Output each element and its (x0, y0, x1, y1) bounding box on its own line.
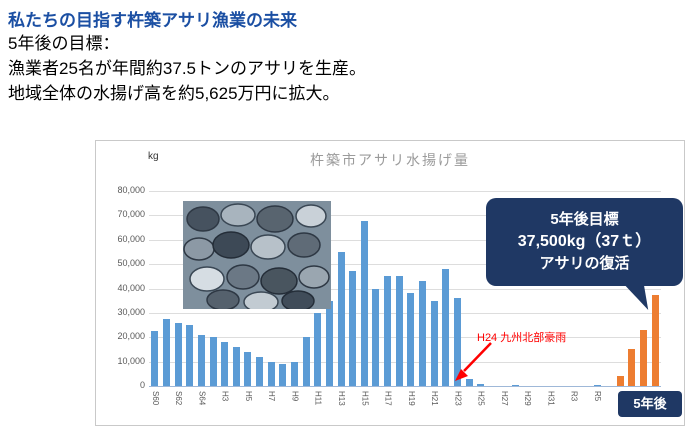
bar-actual (477, 384, 485, 386)
y-tick-label: 20,000 (117, 331, 145, 342)
gridline (149, 239, 661, 241)
bar-actual (372, 288, 380, 386)
x-tick-label: H25 (476, 391, 486, 406)
x-tick-label: H11 (313, 391, 323, 406)
y-tick-label: 10,000 (117, 355, 145, 366)
bar-actual (349, 271, 357, 386)
y-tick-label: 70,000 (117, 209, 145, 220)
bar-actual (430, 300, 438, 386)
bar-actual (593, 384, 601, 386)
y-axis-unit-label: kg (148, 151, 159, 162)
goal-line-3: 地域全体の水揚げ高を約5,625万円に拡大。 (8, 84, 340, 103)
x-tick-label: H7 (267, 391, 277, 402)
bar-actual (384, 276, 392, 386)
bar-actual (186, 325, 194, 386)
bar-actual (325, 300, 333, 386)
x-tick-label: H3 (220, 391, 230, 402)
bar-actual (174, 322, 182, 386)
bar-actual (360, 221, 368, 386)
bar-future-target (651, 294, 659, 386)
future-period-label: 5年後 (618, 391, 682, 417)
bar-future-target (628, 349, 636, 386)
bar-actual (418, 281, 426, 386)
gridline (149, 191, 661, 192)
x-tick-label: H13 (337, 391, 346, 406)
bar-actual (209, 337, 217, 386)
bar-actual (279, 364, 287, 386)
callout-line-1: 5年後目標 (550, 211, 619, 228)
gridline (149, 361, 661, 363)
x-tick-label: H31 (546, 391, 556, 406)
bar-actual (395, 276, 403, 386)
gridline (149, 215, 661, 217)
x-tick-label: H5 (243, 391, 253, 402)
bar-actual (162, 318, 170, 386)
x-tick-label: H21 (430, 391, 440, 406)
x-tick-label: H17 (383, 391, 393, 406)
y-tick-label: 80,000 (117, 185, 145, 195)
bar-actual (442, 269, 450, 386)
bar-actual (302, 337, 310, 386)
x-tick-label: S64 (197, 391, 207, 406)
y-tick-label: 30,000 (117, 306, 145, 317)
bar-actual (244, 351, 252, 386)
x-tick-label: H15 (360, 391, 370, 406)
clam-landings-chart: kg 杵築市アサリ水揚げ量 0 10,000 20,000 30,000 40,000 5… (95, 140, 685, 426)
x-tick-label: S60 (150, 391, 160, 406)
bar-actual (465, 378, 473, 386)
clam-photo (183, 201, 331, 313)
chart-title: 杵築市アサリ水揚げ量 (310, 152, 470, 168)
bar-actual (314, 312, 322, 386)
x-tick-label: H29 (523, 391, 533, 406)
x-tick-label: H23 (453, 391, 463, 406)
bar-future-target (640, 329, 648, 386)
y-tick-label: 60,000 (117, 233, 145, 244)
x-tick-label: H27 (499, 391, 509, 406)
bar-actual (197, 334, 205, 386)
gridline (149, 312, 661, 314)
bar-actual (512, 385, 520, 386)
callout-line-3: アサリの復活 (539, 255, 630, 272)
disaster-arrow-icon (455, 342, 492, 381)
bar-actual (256, 356, 264, 386)
x-tick-label: R5 (593, 391, 602, 402)
bar-actual (290, 361, 298, 386)
bar-actual (337, 251, 345, 386)
x-tick-label: H19 (406, 391, 416, 406)
bar-future-target (616, 376, 624, 386)
goal-text-block: 5年後の目標： 漁業者25名が年間約37.5トンのアサリを生産。 地域全体の水揚… (8, 31, 366, 106)
x-tick-label: H9 (290, 391, 300, 402)
gridline (149, 288, 661, 290)
x-tick-label: R3 (569, 391, 579, 402)
y-tick-label: 40,000 (117, 282, 145, 293)
bar-actual (221, 342, 229, 386)
gridline (149, 264, 661, 266)
disaster-annotation: H24 九州北部豪雨 (477, 332, 567, 344)
plot-area: 0 10,000 20,000 30,000 40,000 50,000 60,000 70,… (117, 185, 661, 406)
goal-callout: 5年後目標 37,500kg（37ｔ） アサリの復活 (486, 198, 683, 310)
callout-line-2: 37,500kg（37ｔ） (517, 233, 652, 250)
bar-actual (267, 361, 275, 386)
bar-actual (232, 347, 240, 386)
gridline (149, 386, 661, 387)
clam-photo-graphic (183, 201, 331, 313)
bar-actual (453, 298, 461, 386)
gridline (149, 337, 661, 339)
page-title: 私たちの目指す杵築アサリ漁業の未来 (8, 11, 297, 30)
x-tick-label: S62 (174, 391, 184, 406)
y-tick-label: 0 (139, 380, 145, 390)
y-tick-label: 50,000 (117, 258, 145, 269)
bar-actual (407, 293, 415, 386)
bar-actual (151, 331, 159, 386)
goal-line-1: 5年後の目標： (8, 34, 120, 53)
goal-line-2: 漁業者25名が年間約37.5トンのアサリを生産。 (8, 59, 366, 78)
